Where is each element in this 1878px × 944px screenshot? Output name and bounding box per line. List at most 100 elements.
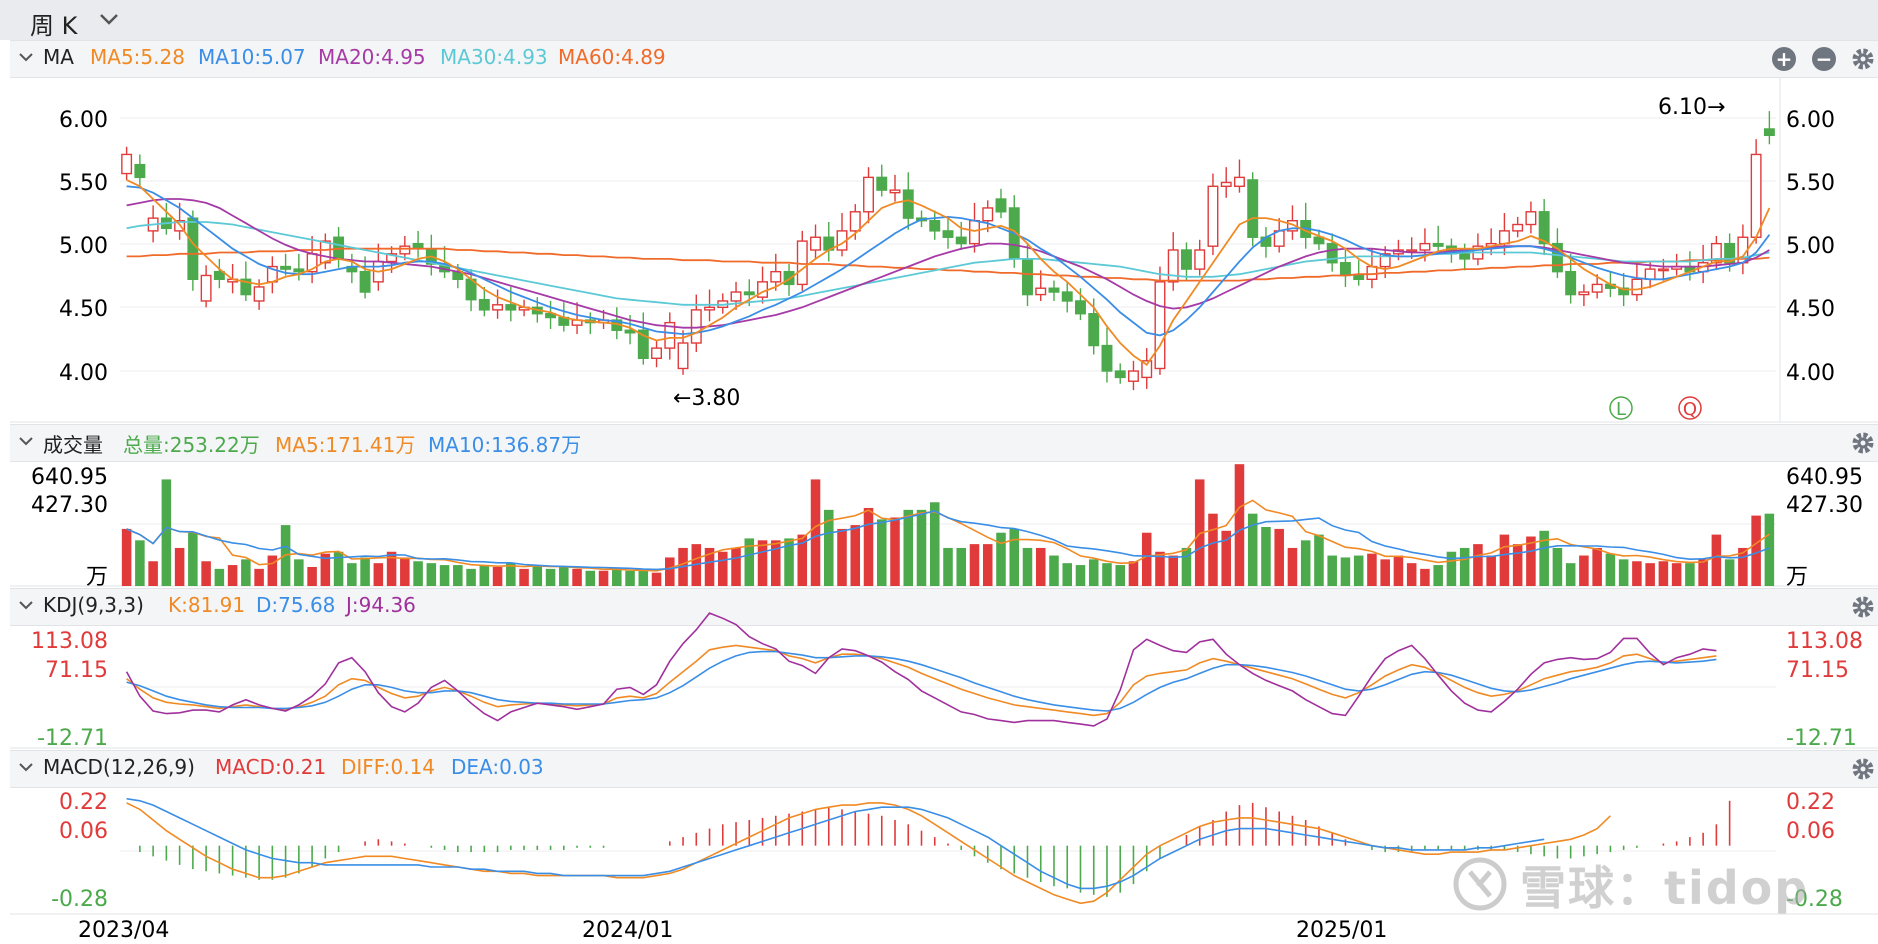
volume-bar <box>413 561 423 586</box>
volume-bar <box>201 561 211 586</box>
volume-bar <box>506 563 516 586</box>
macd-panel-header: MACD(12,26,9) MACD:0.21 DIFF:0.14 DEA:0.… <box>10 750 1878 788</box>
volume-bar <box>1433 565 1443 586</box>
candle-body <box>1220 181 1232 187</box>
candle-body <box>1485 242 1497 247</box>
candle-body <box>1167 249 1179 283</box>
candle-body <box>637 329 649 359</box>
collapse-chevron-icon[interactable] <box>18 598 34 612</box>
kdj-ytick: 113.08 <box>31 629 108 654</box>
candle-body <box>796 240 808 286</box>
volume-bar <box>1605 553 1616 586</box>
volume-bar <box>585 570 596 586</box>
gear-icon[interactable] <box>1850 594 1876 620</box>
volume-bar <box>731 547 741 586</box>
volume-bar <box>678 547 688 586</box>
candle-body <box>889 189 901 194</box>
watermark: 雪球：tidop <box>1520 861 1810 915</box>
gear-icon[interactable] <box>1850 756 1876 782</box>
volume-bar <box>1261 526 1271 586</box>
candle-body <box>1035 287 1047 296</box>
candle-body <box>584 319 596 324</box>
volume-bar <box>612 568 622 586</box>
macd-ytick: -0.28 <box>51 887 108 912</box>
candle-body <box>425 249 437 265</box>
volume-bar <box>1300 540 1311 586</box>
volume-bar <box>797 534 808 586</box>
volume-bar <box>1711 534 1722 586</box>
collapse-chevron-icon[interactable] <box>18 434 34 448</box>
volume-bar <box>1168 555 1178 586</box>
volume-bar <box>1367 553 1377 586</box>
candle-body <box>187 217 199 281</box>
macd-ytick-right: 0.06 <box>1786 819 1835 844</box>
candle-body <box>465 278 477 301</box>
volume-bar <box>174 547 185 586</box>
volume-bar <box>1221 530 1231 586</box>
candle-body <box>1565 270 1577 296</box>
kdj-ytick-right: 71.15 <box>1786 658 1849 683</box>
candle-body <box>849 211 861 232</box>
ma5-label: MA5:5.28 <box>90 45 185 69</box>
volume-bar <box>121 528 132 586</box>
volume-bar <box>333 551 344 586</box>
candle-body <box>1604 283 1616 289</box>
candle-body <box>200 274 212 302</box>
candle-body <box>1088 313 1100 347</box>
volume-bar <box>757 540 768 586</box>
candle-body <box>346 265 358 273</box>
gear-icon[interactable] <box>1850 430 1876 456</box>
candle-body <box>558 316 570 326</box>
volume-bar <box>1632 561 1642 586</box>
ma60-line <box>126 247 1770 282</box>
candle-body <box>1724 242 1736 264</box>
volume-bar <box>1738 547 1748 586</box>
ma20-line <box>126 198 1770 329</box>
volume-bar <box>1526 536 1536 586</box>
candle-body <box>1339 262 1351 277</box>
volume-bar <box>665 557 675 586</box>
macd-title: MACD(12,26,9) <box>43 755 195 779</box>
candle-body <box>1763 128 1775 137</box>
candle-body <box>147 217 159 232</box>
volume-bar <box>651 572 662 586</box>
volume-bar <box>572 568 582 586</box>
candle-body <box>677 342 689 370</box>
chevron-down-icon[interactable] <box>98 8 120 30</box>
ma30-line <box>126 221 1770 306</box>
volume-ma10: MA10:136.87万 <box>428 433 582 457</box>
volume-bar <box>969 544 980 586</box>
volume-bar <box>943 547 953 586</box>
volume-bar <box>148 561 158 586</box>
zoom-out-icon[interactable]: − <box>1812 47 1836 71</box>
x-axis-label: 2024/01 <box>582 918 673 943</box>
macd-dea-line <box>126 797 1545 890</box>
volume-bar <box>1022 547 1033 586</box>
candle-body <box>545 313 557 319</box>
volume-bar <box>347 563 357 586</box>
candle-body <box>412 242 424 250</box>
x-axis-label: 2025/01 <box>1296 918 1387 943</box>
candle-body <box>1061 291 1073 302</box>
collapse-chevron-icon[interactable] <box>18 50 34 64</box>
collapse-chevron-icon[interactable] <box>18 760 34 774</box>
volume-bar <box>1685 563 1695 586</box>
volume-bar <box>1327 555 1337 586</box>
gear-icon[interactable] <box>1850 46 1876 72</box>
candle-body <box>1432 242 1444 247</box>
volume-bar <box>241 559 251 586</box>
candle-body <box>505 304 517 311</box>
zoom-in-icon[interactable]: + <box>1772 47 1796 71</box>
volume-bar <box>439 565 450 586</box>
volume-bar <box>1618 559 1629 586</box>
candle-body <box>372 260 384 283</box>
xueqiu-logo-icon <box>1453 857 1507 911</box>
kdj-title: KDJ(9,3,3) <box>43 593 144 617</box>
candle-body <box>1525 211 1537 226</box>
volume-bar <box>1499 534 1510 586</box>
period-selector[interactable]: 周 K <box>30 12 78 40</box>
candle-body <box>823 236 835 251</box>
ma60-label: MA60:4.89 <box>558 45 666 69</box>
volume-bar <box>837 528 847 586</box>
candle-body <box>478 298 490 311</box>
